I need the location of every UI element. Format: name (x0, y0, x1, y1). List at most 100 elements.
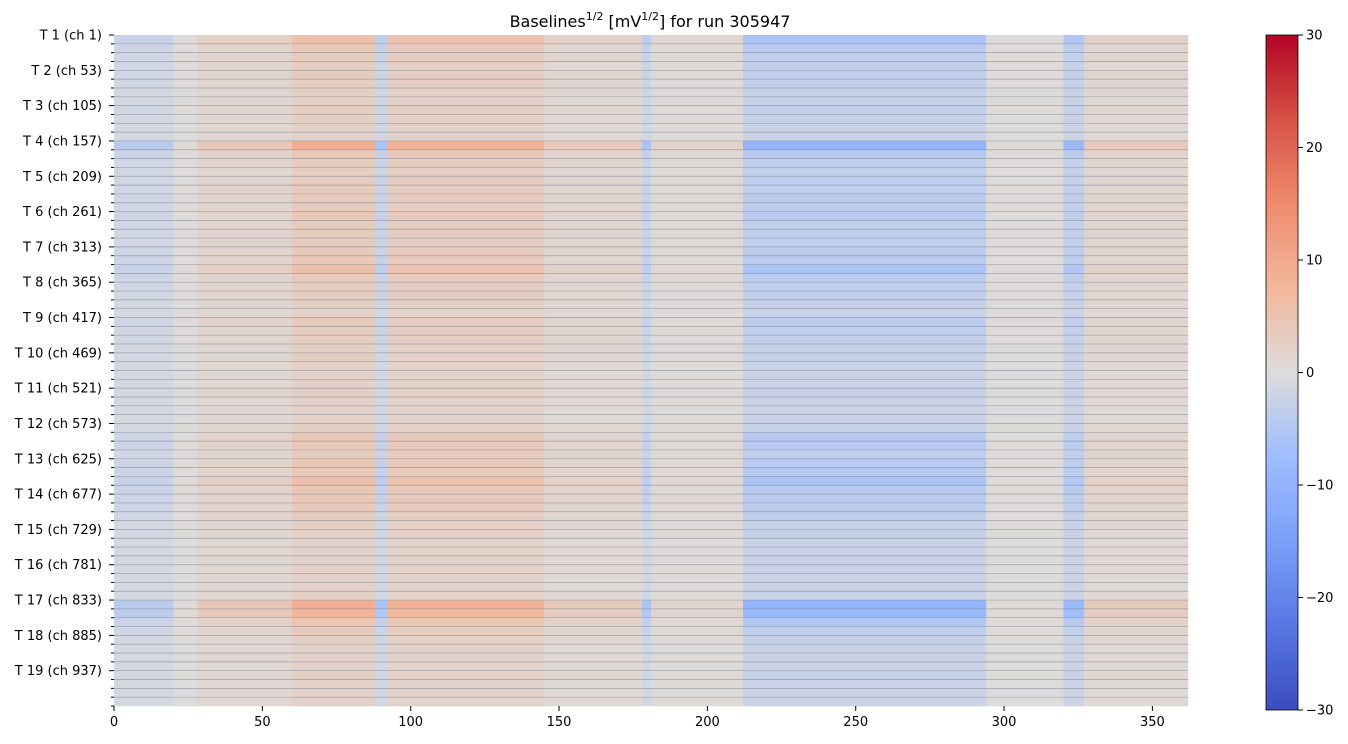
heatmap-cell (375, 149, 388, 159)
heatmap-cell (986, 96, 1064, 106)
heatmap-cell (173, 61, 198, 71)
heatmap-cell (1084, 626, 1189, 636)
heatmap-cell (114, 529, 174, 539)
heatmap-cell (986, 555, 1064, 566)
heatmap-cell (544, 626, 643, 636)
heatmap-cell (651, 396, 744, 407)
heatmap-cell (292, 105, 376, 115)
heatmap-cell (386, 396, 545, 407)
heatmap-cell (375, 423, 388, 433)
heatmap-cell (375, 344, 388, 354)
heatmap-cell (642, 35, 652, 45)
heatmap-cell (986, 405, 1064, 415)
heatmap-cell (986, 35, 1064, 45)
heatmap-cell (544, 635, 643, 645)
heatmap-cell (1063, 273, 1085, 283)
heatmap-cell (1084, 458, 1189, 468)
y-tick-label: T 4 (ch 157) (22, 134, 102, 149)
heatmap-cell (292, 52, 376, 62)
heatmap-cell (173, 299, 198, 309)
heatmap-cell (375, 449, 388, 460)
heatmap-cell (742, 485, 987, 495)
heatmap-cell (173, 608, 198, 619)
heatmap-cell (1084, 564, 1189, 574)
heatmap-cell (1063, 246, 1085, 257)
heatmap-cell (742, 441, 987, 451)
heatmap-cell (642, 697, 652, 707)
heatmap-cell (1063, 61, 1085, 71)
heatmap-cell (197, 538, 293, 548)
heatmap-cell (651, 282, 744, 292)
heatmap-cell (651, 335, 744, 345)
heatmap-cell (1063, 344, 1085, 354)
heatmap-cell (1063, 405, 1085, 415)
heatmap-cell (386, 670, 545, 680)
heatmap-cell (292, 229, 376, 239)
heatmap-cell (1084, 547, 1189, 557)
heatmap-cell (114, 502, 174, 513)
heatmap-cell (197, 317, 293, 327)
heatmap-cell (1084, 132, 1189, 142)
heatmap-cell (642, 432, 652, 442)
heatmap-cell (642, 379, 652, 389)
x-tick-label: 150 (547, 715, 572, 730)
heatmap-cell (642, 79, 652, 89)
heatmap-cell (197, 282, 293, 292)
heatmap-cell (386, 432, 545, 442)
heatmap-cell (386, 264, 545, 274)
heatmap-cell (651, 573, 744, 583)
heatmap-cell (197, 220, 293, 230)
heatmap-cell (651, 608, 744, 619)
y-tick-label: T 10 (ch 469) (14, 346, 102, 361)
heatmap-cell (292, 661, 376, 671)
heatmap-cell (386, 35, 545, 45)
heatmap-cell (292, 538, 376, 548)
heatmap-cell (1084, 670, 1189, 680)
heatmap-cell (651, 132, 744, 142)
heatmap-cell (173, 70, 198, 80)
heatmap-cell (386, 238, 545, 248)
heatmap-cell (173, 264, 198, 274)
heatmap-cell (197, 485, 293, 495)
heatmap-cell (986, 388, 1064, 398)
heatmap-cell (986, 185, 1064, 195)
heatmap-cell (1084, 273, 1189, 283)
heatmap-cell (651, 149, 744, 159)
heatmap-cell (742, 61, 987, 71)
heatmap-cell (544, 52, 643, 62)
heatmap-cell (742, 308, 987, 318)
heatmap-cell (642, 291, 652, 301)
heatmap-cell (1063, 538, 1085, 548)
heatmap-cell (1063, 70, 1085, 80)
heatmap-cell (197, 432, 293, 442)
heatmap-cell (544, 87, 643, 98)
heatmap-cell (375, 87, 388, 98)
heatmap-cell (386, 405, 545, 415)
heatmap-cell (386, 202, 545, 212)
heatmap-cell (386, 105, 545, 115)
heatmap-cell (173, 573, 198, 583)
heatmap-cell (173, 564, 198, 574)
heatmap-cell (114, 70, 174, 80)
heatmap-cell (651, 405, 744, 415)
heatmap-cell (114, 441, 174, 451)
heatmap-cell (742, 132, 987, 142)
heatmap-cell (742, 326, 987, 336)
heatmap-cell (114, 661, 174, 671)
heatmap-cell (1084, 344, 1189, 354)
heatmap-cell (544, 529, 643, 539)
heatmap-cell (173, 458, 198, 468)
heatmap-cell (742, 202, 987, 212)
heatmap-cell (986, 423, 1064, 433)
heatmap-cell (292, 697, 376, 707)
heatmap-cell (197, 644, 293, 654)
heatmap-cell (1063, 326, 1085, 336)
heatmap-cell (375, 432, 388, 442)
heatmap-cell (1084, 352, 1189, 362)
heatmap-cell (386, 555, 545, 566)
heatmap-cell (1063, 123, 1085, 133)
heatmap-cell (173, 388, 198, 398)
heatmap-cell (651, 644, 744, 654)
heatmap-cell (197, 405, 293, 415)
heatmap-cell (375, 653, 388, 663)
